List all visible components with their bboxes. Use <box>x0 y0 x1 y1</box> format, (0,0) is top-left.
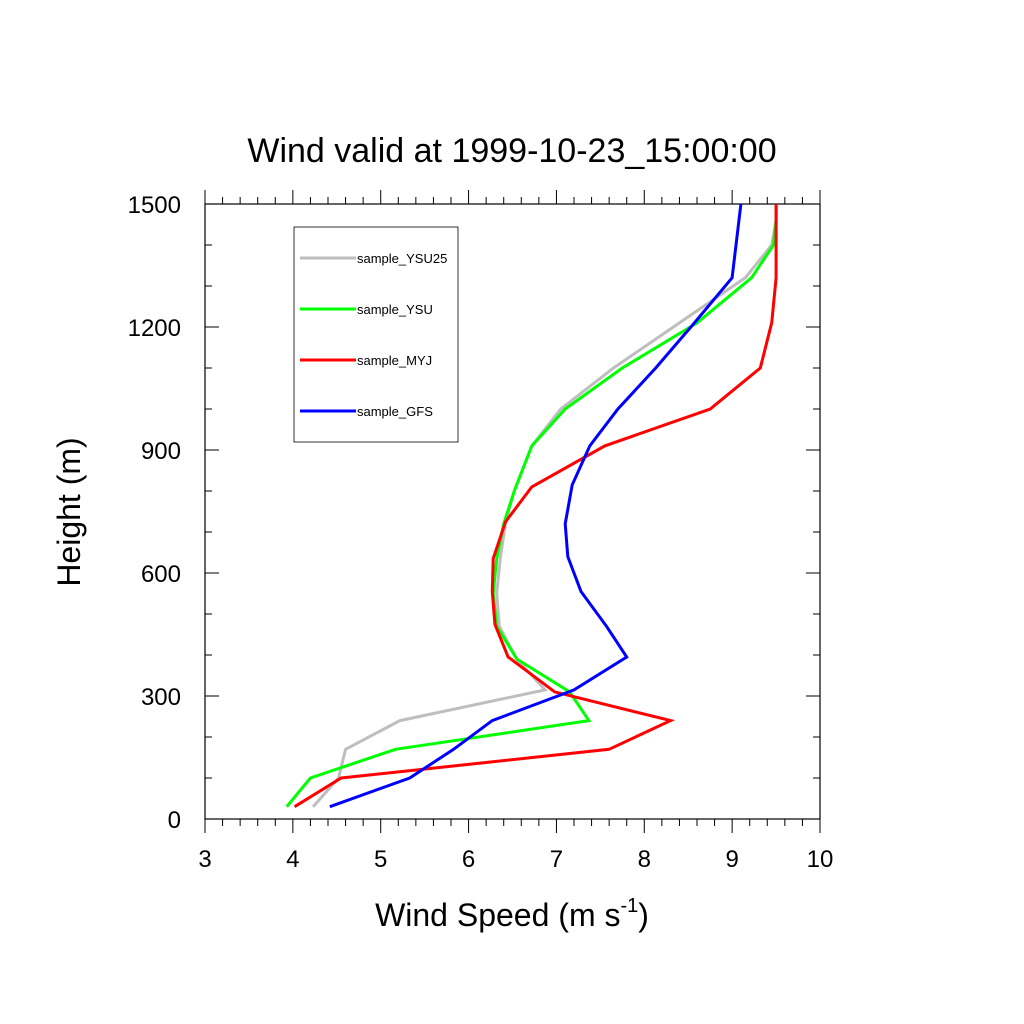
x-axis-title-main: Wind Speed (m s <box>375 897 620 933</box>
y-tick-label: 600 <box>141 561 181 588</box>
legend-label: sample_YSU25 <box>357 251 447 266</box>
x-tick-label: 4 <box>286 846 299 873</box>
plot-frame <box>204 203 821 820</box>
x-tick-label: 6 <box>462 846 475 873</box>
x-tick-label: 7 <box>550 846 563 873</box>
x-tick-label: 10 <box>807 846 834 873</box>
x-tick-label: 3 <box>198 846 211 873</box>
y-tick-label: 300 <box>141 684 181 711</box>
x-tick-label: 5 <box>374 846 387 873</box>
y-tick-label: 1500 <box>128 192 181 219</box>
chart-title: Wind valid at 1999-10-23_15:00:00 <box>247 132 776 170</box>
y-tick-label: 1200 <box>128 315 181 342</box>
legend-label: sample_MYJ <box>357 353 432 368</box>
series-line-sample-myj <box>293 204 778 808</box>
x-axis-title-close: ) <box>638 897 649 933</box>
legend: sample_YSU25 sample_YSU sample_MYJ sample_G… <box>293 226 459 443</box>
series-lines <box>285 203 778 809</box>
x-tick-label: 9 <box>725 846 738 873</box>
x-tick-label: 8 <box>638 846 651 873</box>
y-tick-label: 900 <box>141 438 181 465</box>
x-axis-title-superscript: -1 <box>620 895 638 917</box>
series-line-sample-gfs <box>329 203 743 809</box>
x-axis-title: Wind Speed (m s-1) <box>375 895 649 933</box>
y-tick-label: 0 <box>168 807 181 834</box>
y-axis: 0 300 600 900 1200 1500 <box>128 192 820 834</box>
plot-area <box>204 203 821 820</box>
x-axis: 3 4 5 6 7 8 9 10 <box>198 190 833 873</box>
legend-label: sample_GFS <box>357 404 433 419</box>
y-axis-title: Height (m) <box>51 437 87 586</box>
legend-label: sample_YSU <box>357 302 433 317</box>
legend-box <box>293 226 459 443</box>
